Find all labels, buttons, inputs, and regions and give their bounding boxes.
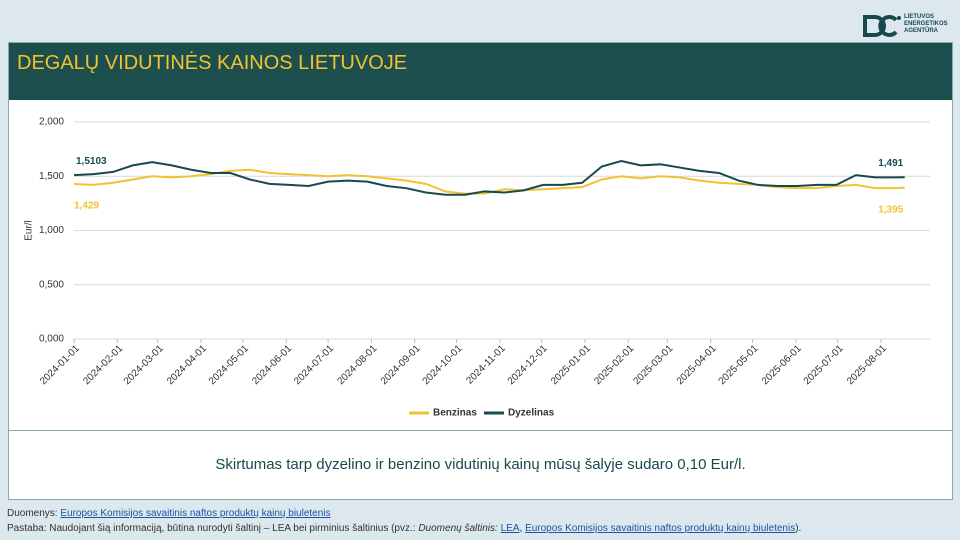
- x-tick-label: 2025-07-01: [802, 343, 846, 387]
- logo: LIETUVOS ENERGETIKOS AGENTŪRA: [862, 14, 952, 40]
- x-tick-label: 2024-05-01: [207, 343, 251, 387]
- logo-mark: [863, 15, 901, 37]
- data-label: 1,5103: [76, 156, 107, 167]
- x-tick-label: 2024-03-01: [122, 343, 166, 387]
- logo-text: ENERGETIKOS: [904, 21, 948, 27]
- sources: Duomenys: Europos Komisijos savaitinis n…: [7, 508, 331, 519]
- panel: DEGALŲ VIDUTINĖS KAINOS LIETUVOJE Eur/l 0…: [8, 42, 953, 500]
- x-tick-label: 2024-07-01: [292, 343, 336, 387]
- x-tick-label: 2025-03-01: [631, 343, 675, 387]
- x-tick-label: 2025-06-01: [760, 343, 804, 387]
- y-tick-label: 1,000: [39, 225, 64, 236]
- x-tick-label: 2025-08-01: [845, 343, 889, 387]
- x-tick-label: 2024-04-01: [165, 343, 209, 387]
- chart: Eur/l 0,000 0,500 1,000 1,500 2,000 2024-01-01…: [24, 117, 930, 419]
- title-bar: DEGALŲ VIDUTINĖS KAINOS LIETUVOJE: [9, 43, 952, 100]
- x-tick-label: 2024-09-01: [379, 343, 423, 387]
- sources-link[interactable]: Europos Komisijos savaitinis naftos prod…: [60, 508, 331, 519]
- summary-box: Skirtumas tarp dyzelino ir benzino vidut…: [9, 430, 952, 499]
- x-tick-label: 2025-02-01: [592, 343, 636, 387]
- logo-text: AGENTŪRA: [904, 28, 938, 34]
- legend-label: Benzinas: [433, 408, 477, 419]
- y-tick-label: 0,000: [39, 334, 64, 345]
- x-tick-label: 2025-04-01: [675, 343, 719, 387]
- x-tick-label: 2024-08-01: [335, 343, 379, 387]
- note: Pastaba: Naudojant šią informaciją, būti…: [7, 523, 801, 534]
- x-tick-label: 2024-06-01: [250, 343, 294, 387]
- x-tick-label: 2024-02-01: [81, 343, 125, 387]
- line-series: [73, 160, 905, 196]
- note-text: Pastaba: Naudojant šią informaciją, būti…: [7, 523, 416, 534]
- note-italic: Duomenų šaltinis:: [418, 523, 498, 534]
- note-link[interactable]: Europos Komisijos savaitinis naftos prod…: [525, 523, 796, 534]
- sources-label: Duomenys:: [7, 508, 58, 519]
- y-tick-label: 1,500: [39, 171, 64, 182]
- note-end: ).: [795, 523, 802, 534]
- x-tick-label: 2024-11-01: [464, 343, 508, 387]
- y-axis-label: Eur/l: [24, 220, 35, 241]
- x-tick-label: 2025-01-01: [549, 343, 593, 387]
- data-label: 1,429: [74, 201, 99, 212]
- x-tick-label: 2024-12-01: [506, 343, 550, 387]
- x-tick-label: 2024-01-01: [38, 343, 82, 387]
- data-label: 1,395: [878, 204, 903, 215]
- legend-label: Dyzelinas: [508, 408, 555, 419]
- note-link[interactable]: LEA: [500, 523, 520, 534]
- x-tick-label: 2024-10-01: [421, 343, 465, 387]
- y-tick-label: 2,000: [39, 117, 64, 128]
- line-series: [73, 168, 905, 195]
- x-tick-label: 2025-05-01: [717, 343, 761, 387]
- data-label: 1,491: [878, 158, 903, 169]
- logo-text: LIETUVOS: [904, 14, 935, 20]
- y-tick-label: 0,500: [39, 279, 64, 290]
- note-sep: ,: [519, 523, 523, 534]
